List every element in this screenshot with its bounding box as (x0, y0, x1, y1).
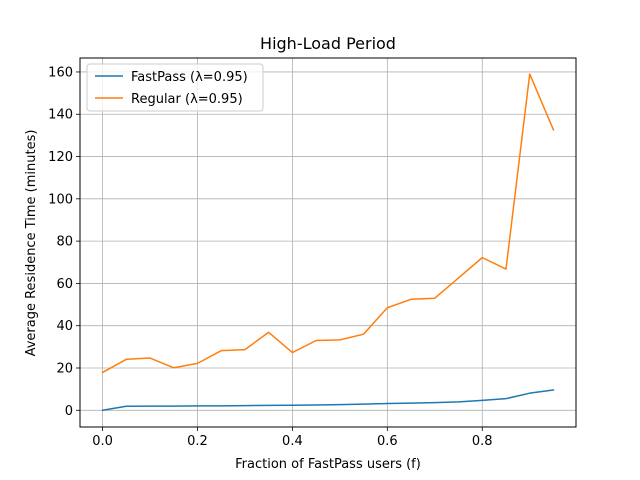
y-axis-label: Average Residence Time (minutes) (24, 130, 39, 357)
y-tick-label: 100 (48, 192, 73, 207)
y-tick-label: 0 (65, 404, 73, 419)
chart-title: High-Load Period (260, 34, 396, 53)
x-tick-label: 0.2 (187, 434, 208, 449)
legend: FastPass (λ=0.95) Regular (λ=0.95) (86, 63, 264, 112)
y-tick-label: 20 (56, 362, 73, 377)
y-tick-label: 60 (56, 277, 73, 292)
x-tick-label: 0.6 (377, 434, 398, 449)
plot-frame (79, 57, 577, 428)
y-tick-label: 80 (56, 235, 73, 250)
legend-label-fastpass: FastPass (λ=0.95) (131, 70, 248, 85)
y-tick-label: 120 (48, 150, 73, 165)
series-line-fastpass-0-95 (101, 389, 555, 412)
axis-ticks: 0.0 0.2 0.4 0.6 0.8 0 20 40 60 80 100 120 140 160 (48, 65, 492, 449)
x-tick-label: 0.0 (92, 434, 113, 449)
plot-series (101, 73, 555, 412)
y-tick-label: 40 (56, 319, 73, 334)
x-axis-label: Fraction of FastPass users (f) (235, 457, 421, 472)
legend-label-regular: Regular (λ=0.95) (131, 92, 243, 107)
y-tick-label: 140 (48, 108, 73, 123)
legend-frame (86, 63, 264, 112)
grid (80, 58, 576, 427)
x-tick-label: 0.8 (472, 434, 493, 449)
y-tick-label: 160 (48, 65, 73, 80)
series-line-regular-0-95 (101, 73, 555, 374)
x-tick-label: 0.4 (282, 434, 303, 449)
